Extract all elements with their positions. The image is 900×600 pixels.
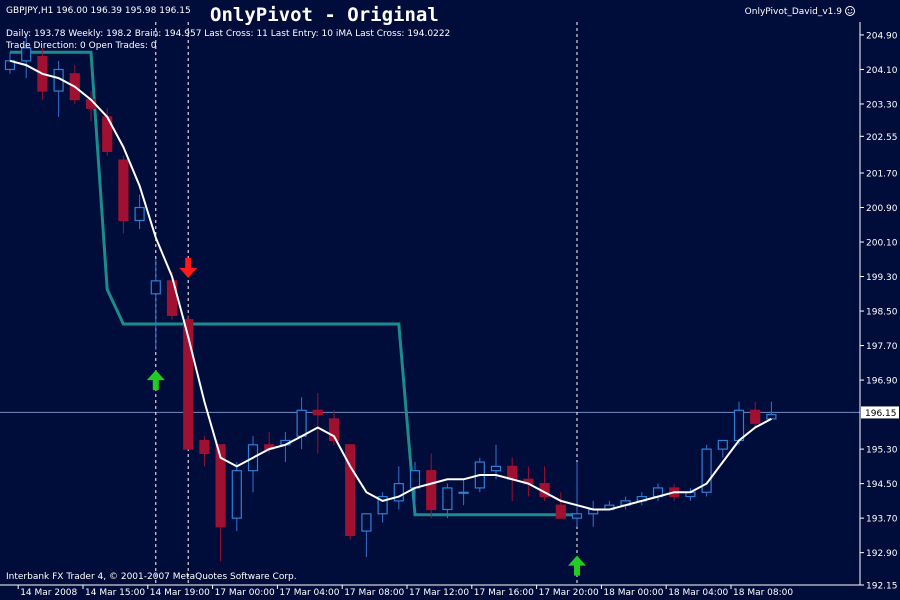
x-tick-label: 17 Mar 16:00: [474, 588, 534, 598]
candle-body: [231, 470, 242, 519]
x-tick-label: 14 Mar 2008: [20, 588, 77, 598]
candle-body: [393, 483, 404, 502]
y-tick-label: 192.15: [866, 582, 898, 592]
candle-body: [750, 409, 761, 424]
copyright-text: Interbank FX Trader 4, © 2001-2007 MetaQ…: [6, 572, 297, 582]
candle-body: [409, 470, 421, 489]
y-tick-label: 193.70: [866, 515, 898, 525]
candle-body: [507, 465, 518, 480]
candle-body: [199, 439, 210, 455]
buy-arrow-icon: [146, 370, 165, 391]
y-tick-label: 204.10: [866, 66, 898, 76]
x-tick-label: 17 Mar 04:00: [279, 588, 339, 598]
x-tick-label: 17 Mar 00:00: [215, 588, 275, 598]
pivot-line-layer: [10, 50, 577, 517]
arrows-layer: [146, 257, 586, 576]
x-tick-label: 18 Mar 08:00: [733, 588, 793, 598]
candle-body: [21, 47, 32, 62]
ma-line-layer: [9, 59, 772, 511]
y-tick-label: 200.90: [866, 204, 898, 214]
candle-body: [458, 491, 469, 494]
candle-body: [134, 206, 145, 222]
x-tick-label: 17 Mar 12:00: [409, 588, 469, 598]
x-tick-label: 18 Mar 04:00: [668, 588, 728, 598]
candle-body: [150, 280, 161, 295]
buy-arrow-icon: [568, 555, 586, 576]
candle-body: [312, 409, 323, 416]
candle-body: [328, 418, 340, 442]
axes-layer: 204.90 204.10 203.30 202.55 201.70 200.90 200.…: [0, 22, 899, 598]
y-tick-label: 204.90: [866, 31, 898, 41]
y-tick-label: 197.70: [866, 342, 898, 352]
current-price-badge: [861, 406, 899, 419]
info-line-2: Trade Direction: 0 Open Trades: 0: [5, 41, 157, 51]
y-tick-label: 192.90: [866, 549, 898, 559]
y-tick-label: 202.55: [866, 133, 898, 143]
chart-title: OnlyPivot - Original: [210, 4, 439, 26]
x-tick-label: 17 Mar 20:00: [539, 588, 599, 598]
y-tick-label: 201.70: [866, 169, 898, 179]
y-tick-label: 196.90: [866, 377, 898, 387]
indicator-name: OnlyPivot_David_v1.9: [745, 7, 843, 17]
candle-body: [296, 409, 307, 437]
y-tick-label: 200.10: [866, 239, 898, 249]
candle-body: [426, 470, 437, 511]
candle-body: [118, 159, 129, 222]
candle-body: [766, 413, 777, 420]
candle-body: [377, 495, 388, 515]
y-tick-label: 195.30: [866, 446, 898, 456]
candle-body: [215, 444, 226, 528]
symbol-line: GBPJPY,H1 196.00 196.39 195.98 196.15: [6, 6, 191, 16]
x-tick-label: 18 Mar 00:00: [603, 588, 663, 598]
candle-body: [555, 504, 566, 519]
candle-body: [490, 465, 502, 472]
candle-body: [733, 409, 745, 442]
smiley-icon: [845, 6, 855, 16]
pivot-line: [10, 50, 577, 517]
candle-body: [345, 444, 356, 536]
candle-body: [361, 513, 372, 532]
y-tick-label: 199.30: [866, 273, 898, 283]
candle-body: [183, 319, 194, 450]
info-line-1: Daily: 193.78 Weekly: 198.2 Brain: 194.9…: [6, 29, 450, 39]
sell-arrow-icon: [179, 257, 198, 278]
candle-body: [701, 448, 712, 493]
candle-body: [442, 487, 453, 511]
y-tick-label: 198.50: [866, 308, 898, 318]
x-tick-label: 17 Mar 08:00: [344, 588, 404, 598]
candle-body: [166, 280, 178, 316]
y-tick-label: 194.50: [866, 480, 898, 490]
candle-body: [571, 513, 583, 519]
current-price-label: 196.15: [865, 409, 897, 419]
candle-body: [717, 439, 728, 450]
ma-line: [9, 59, 772, 511]
x-tick-label: 14 Mar 15:00: [85, 588, 145, 598]
x-tick-label: 14 Mar 19:00: [150, 588, 210, 598]
y-tick-label: 203.30: [866, 100, 898, 110]
